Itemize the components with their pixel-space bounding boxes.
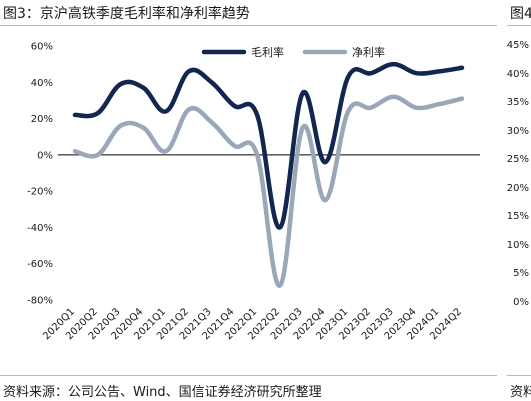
title-divider [0,25,497,26]
source-divider [0,375,497,376]
y-tick-label: 20% [31,114,53,125]
next-y-tick-label: 0% [513,296,529,308]
y-tick-label: -80% [27,296,53,307]
next-chart-y-axis-partial: 45% 40% 35% 30% 25% 20% 15% 10% 5% 0% [505,40,531,310]
series-line-net-margin [72,94,465,288]
y-tick-label: -60% [27,259,53,270]
next-y-tick-label: 15% [506,211,529,222]
next-y-tick-label: 45% [506,40,529,51]
next-y-tick-label: 35% [506,97,529,108]
margin-line-chart: 60% 40% 20% 0% -20% -40% -60% -80% 2020Q12020Q2… [27,42,480,342]
y-tick-label: 40% [31,78,53,89]
y-tick-label: -40% [27,223,53,234]
next-chart-title-partial: 图4 [510,6,531,22]
next-y-tick-label: 25% [506,154,529,165]
next-source-divider [507,375,531,376]
y-axis-ticks: 60% 40% 20% 0% -20% -40% -60% -80% [27,42,53,307]
chart-title: 图3：京沪高铁季度毛利率和净利率趋势 [3,6,250,22]
legend-label: 毛利率 [251,45,284,59]
x-axis-ticks: 2020Q12020Q22020Q32020Q42021Q12021Q22021… [41,306,464,342]
next-title-divider [507,25,531,26]
legend-label: 净利率 [352,45,385,59]
next-y-tick-label: 40% [506,68,529,80]
series-lines [72,61,465,288]
next-y-tick-label: 30% [506,125,529,137]
y-tick-label: 60% [31,42,53,53]
y-tick-label: -20% [27,187,53,198]
next-y-tick-label: 10% [506,239,529,251]
source-note: 资料来源：公司公告、Wind、国信证券经济研究所整理 [3,385,322,400]
y-tick-label: 0% [37,150,53,161]
series-line-gross-margin [72,61,465,230]
next-y-tick-label: 20% [506,182,529,194]
next-source-note-partial: 资料 [510,385,531,400]
legend: 毛利率 净利率 [201,45,385,59]
next-y-tick-label: 5% [513,268,529,279]
